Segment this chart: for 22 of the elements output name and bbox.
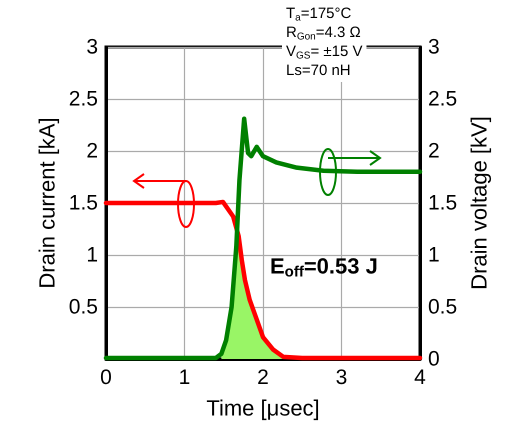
y-tick-label: 1.5: [68, 192, 98, 214]
y2-axis-title: Drain voltage [kV]: [466, 116, 492, 290]
y2-tick-label: 2.5: [428, 88, 458, 110]
x-tick-label: 0: [100, 366, 112, 389]
y2-tick-label: 3: [428, 36, 440, 58]
annotation: Ls=70 nH: [286, 62, 351, 79]
y-tick-label: 2: [86, 140, 98, 162]
y2-tick-label: 0: [428, 348, 440, 370]
x-axis-title: Time [μsec]: [206, 396, 320, 420]
y2-tick-label: 2: [428, 140, 440, 162]
y-tick-label: 0.5: [68, 296, 98, 318]
y-tick-label: 1: [86, 244, 98, 266]
y-axis-title: Drain current [kA]: [34, 117, 60, 289]
y2-tick-label: 1.5: [428, 192, 458, 214]
x-tick-label: 4: [414, 366, 426, 389]
x-tick-label: 2: [257, 366, 269, 389]
x-tick-label: 3: [336, 366, 348, 389]
y2-tick-label: 0.5: [428, 296, 458, 318]
x-tick-label: 1: [178, 366, 190, 389]
y-tick-label: 3: [86, 36, 98, 58]
y2-tick-label: 1: [428, 244, 440, 266]
y-tick-label: 2.5: [68, 88, 98, 110]
